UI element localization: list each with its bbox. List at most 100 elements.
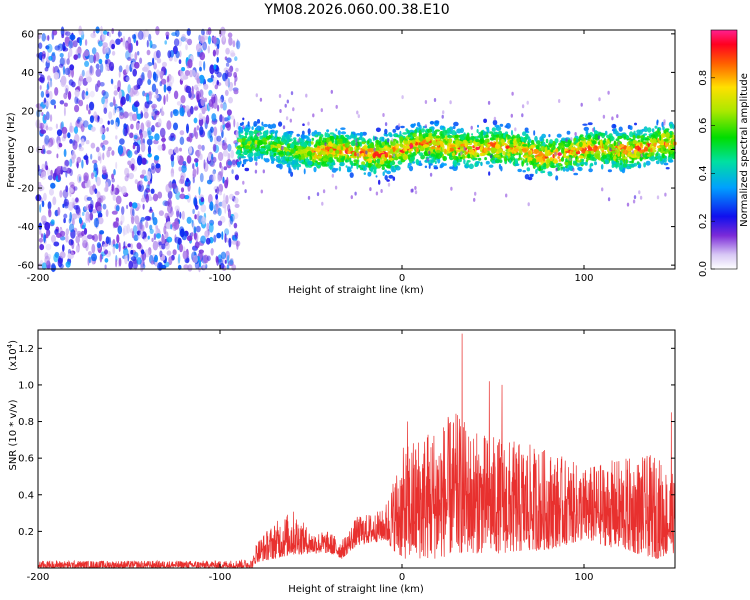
heatmap-cell	[236, 149, 241, 155]
heatmap-cell	[52, 29, 58, 36]
heatmap-cell	[38, 42, 43, 49]
heatmap-cell	[180, 95, 186, 104]
heatmap-cell	[212, 143, 217, 152]
heatmap-cell	[262, 134, 267, 139]
colorbar-gradient	[711, 30, 737, 269]
heatmap-cell	[597, 135, 601, 140]
heatmap-cell	[449, 100, 452, 105]
heatmap-cell	[204, 230, 210, 238]
heatmap-cell	[260, 189, 263, 194]
heatmap-cell	[665, 167, 670, 170]
heatmap-cell	[449, 166, 454, 170]
heatmap-cell	[209, 201, 214, 212]
heatmap-cell	[145, 193, 149, 203]
heatmap-cell	[88, 256, 92, 264]
heatmap-cell	[69, 191, 72, 198]
heatmap-cell	[261, 137, 267, 143]
heatmap-cell	[51, 234, 56, 243]
heatmap-cell	[375, 146, 380, 151]
heatmap-cell	[263, 123, 269, 128]
heatmap-cell	[389, 162, 393, 166]
heatmap-cell	[53, 72, 60, 80]
heatmap-cell	[233, 89, 239, 95]
heatmap-cell	[198, 117, 204, 127]
heatmap-cell	[98, 58, 103, 65]
heatmap-cell	[307, 142, 312, 147]
heatmap-cell	[542, 170, 546, 173]
heatmap-cell	[284, 160, 288, 164]
heatmap-cell	[521, 104, 525, 109]
heatmap-cell	[187, 58, 193, 69]
heatmap-cell	[38, 106, 43, 111]
heatmap-cell	[619, 160, 623, 163]
heatmap-cell	[459, 145, 464, 149]
heatmap-cell	[292, 107, 295, 112]
heatmap-cell	[216, 79, 219, 86]
heatmap-cell	[99, 253, 103, 263]
heatmap-cell	[448, 147, 455, 152]
heatmap-cell	[439, 150, 443, 157]
heatmap-cell	[416, 122, 421, 127]
heatmap-cell	[432, 140, 437, 146]
heatmap-cell	[102, 203, 107, 210]
heatmap-cell	[587, 147, 593, 151]
heatmap-cell	[127, 125, 130, 135]
heatmap-cell	[428, 164, 431, 169]
heatmap-cell	[384, 169, 387, 173]
heatmap-cell	[260, 154, 264, 160]
heatmap-cell	[446, 146, 450, 152]
heatmap-cell	[101, 165, 107, 171]
heatmap-cell	[235, 130, 239, 139]
heatmap-cell	[159, 250, 163, 258]
heatmap-cell	[244, 152, 248, 155]
heatmap-cell	[494, 159, 500, 164]
heatmap-cell	[143, 63, 150, 73]
heatmap-cell	[213, 234, 217, 243]
heatmap-cell	[88, 54, 95, 64]
heatmap-cell	[90, 126, 96, 132]
x-tick-label: -200	[27, 572, 50, 583]
heatmap-cell	[428, 150, 431, 155]
heatmap-cell	[203, 43, 206, 48]
heatmap-cell	[97, 206, 102, 212]
heatmap-cell	[179, 50, 182, 58]
heatmap-cell	[595, 153, 601, 159]
heatmap-cell	[660, 133, 666, 138]
heatmap-cell	[618, 158, 623, 161]
heatmap-cell	[347, 167, 352, 170]
heatmap-cell	[557, 152, 562, 157]
heatmap-cell	[104, 264, 107, 269]
heatmap-cell	[193, 106, 199, 111]
heatmap-cell	[594, 130, 599, 135]
heatmap-cell	[248, 130, 253, 134]
heatmap-cell	[274, 132, 278, 139]
heatmap-cell	[626, 202, 630, 207]
heatmap-cell	[266, 149, 269, 155]
heatmap-cell	[166, 120, 172, 130]
heatmap-cell	[579, 145, 583, 151]
heatmap-cell	[353, 159, 358, 163]
heatmap-cell	[173, 122, 178, 131]
heatmap-cell	[244, 128, 249, 132]
heatmap-cell	[115, 217, 119, 222]
heatmap-cell	[610, 136, 615, 141]
heatmap-cell	[522, 131, 527, 136]
heatmap-cell	[77, 78, 82, 87]
heatmap-cell	[213, 126, 218, 137]
heatmap-cell	[62, 244, 65, 252]
heatmap-cell	[466, 161, 469, 167]
heatmap-cell	[602, 140, 606, 143]
x-tick-label: 0	[399, 273, 405, 284]
heatmap-cell	[143, 111, 149, 119]
heatmap-cell	[309, 155, 313, 161]
heatmap-cell	[614, 127, 617, 134]
heatmap-cell	[421, 128, 425, 133]
heatmap-cell	[547, 172, 553, 177]
heatmap-cell	[91, 253, 97, 262]
heatmap-cell	[452, 125, 456, 130]
heatmap-cell	[399, 143, 404, 148]
heatmap-cell	[580, 136, 585, 140]
heatmap-cell	[570, 137, 573, 142]
heatmap-cell	[420, 145, 424, 151]
y-tick-label: -40	[18, 222, 34, 233]
